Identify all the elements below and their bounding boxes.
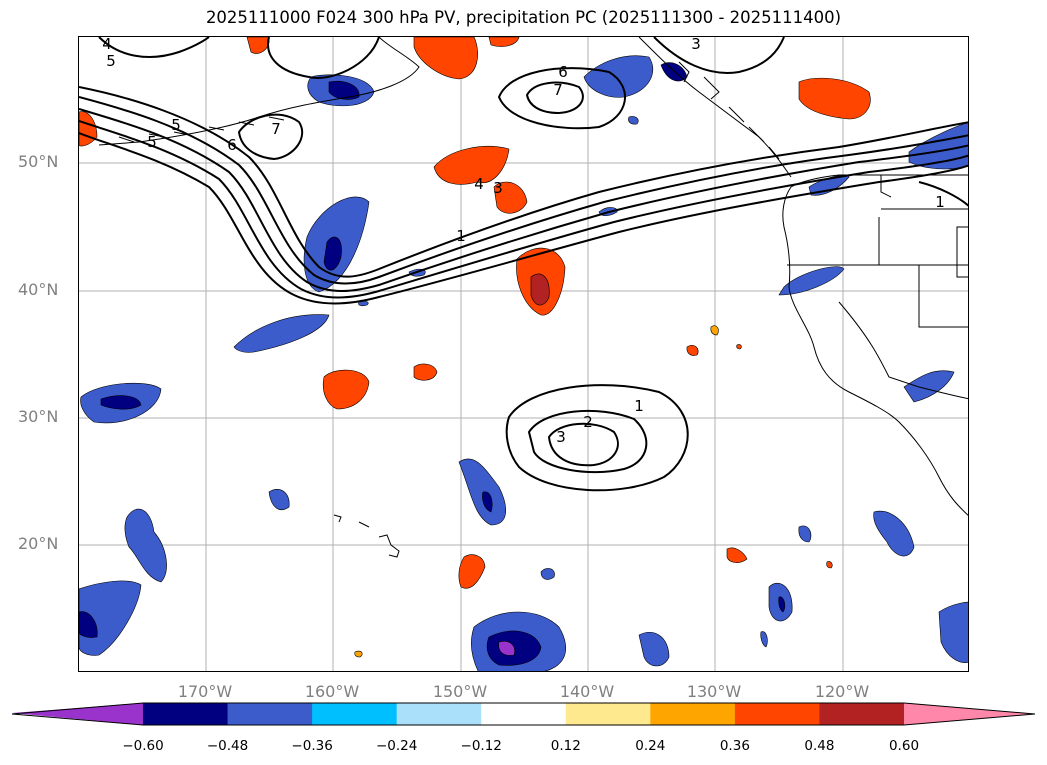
colorbar bbox=[11, 702, 1036, 726]
contour-label: 2 bbox=[583, 413, 593, 431]
lon-label: 130°W bbox=[686, 682, 742, 701]
contour-labels: 4 5 5 5 6 7 6 7 4 3 1 3 1 1 2 3 bbox=[102, 37, 945, 446]
lat-label: 50°N bbox=[18, 152, 59, 171]
colorbar-tick-label: −0.24 bbox=[375, 738, 418, 754]
contour-label: 4 bbox=[474, 175, 484, 193]
contour-label: 3 bbox=[691, 37, 701, 53]
colorbar-tick-label: −0.60 bbox=[122, 738, 164, 754]
colorbar-extend-high bbox=[904, 703, 1035, 725]
lon-label: 120°W bbox=[814, 682, 870, 701]
colorbar-tick-label: −0.36 bbox=[291, 738, 333, 754]
colorbar-tick-label: −0.12 bbox=[460, 738, 502, 754]
gridlines bbox=[79, 37, 968, 671]
colorbar-tick-label: −0.48 bbox=[206, 738, 249, 754]
colorbar-segment bbox=[396, 703, 482, 725]
colorbar-tick-label: 0.36 bbox=[719, 738, 750, 754]
contour-label: 1 bbox=[456, 227, 466, 245]
colorbar-outline bbox=[11, 702, 1036, 726]
colorbar-segment bbox=[227, 703, 313, 725]
lat-label: 40°N bbox=[18, 280, 59, 299]
colorbar-tick-label: 0.12 bbox=[550, 738, 581, 754]
lat-label: 20°N bbox=[18, 534, 59, 553]
pv-contours bbox=[79, 37, 968, 492]
contour-label: 3 bbox=[556, 428, 566, 446]
contour-label: 3 bbox=[493, 179, 503, 197]
lon-label: 160°W bbox=[304, 682, 360, 701]
contour-label: 5 bbox=[106, 52, 116, 70]
lat-label: 30°N bbox=[18, 407, 59, 426]
colorbar-segment bbox=[819, 703, 905, 725]
colorbar-segment bbox=[734, 703, 820, 725]
colorbar-segment bbox=[565, 703, 651, 725]
lon-label: 140°W bbox=[559, 682, 615, 701]
colorbar-tick-label: 0.48 bbox=[804, 738, 835, 754]
contour-label: 5 bbox=[147, 133, 157, 151]
contour-label: 6 bbox=[227, 136, 237, 154]
colorbar-extend-low bbox=[12, 703, 143, 725]
colorbar-segment bbox=[481, 703, 567, 725]
contour-label: 4 bbox=[102, 37, 112, 53]
map-area[interactable]: 4 5 5 5 6 7 6 7 4 3 1 3 1 1 2 3 bbox=[78, 36, 969, 672]
map-canvas: 4 5 5 5 6 7 6 7 4 3 1 3 1 1 2 3 bbox=[79, 37, 968, 671]
contour-label: 7 bbox=[271, 120, 281, 138]
coastlines bbox=[98, 37, 968, 558]
colorbar-tick-label: 0.60 bbox=[888, 738, 920, 754]
contour-label: 1 bbox=[634, 397, 644, 415]
lon-label: 170°W bbox=[177, 682, 233, 701]
colorbar-tick-label: 0.24 bbox=[635, 738, 666, 754]
positive-anomaly-blobs bbox=[79, 37, 871, 658]
contour-label: 7 bbox=[553, 81, 563, 99]
contour-label: 5 bbox=[171, 116, 181, 134]
lon-label: 150°W bbox=[432, 682, 488, 701]
colorbar-segment bbox=[143, 703, 229, 725]
colorbar-segment bbox=[650, 703, 736, 725]
colorbar-segment bbox=[312, 703, 398, 725]
contour-label: 1 bbox=[935, 193, 945, 211]
contour-label: 6 bbox=[558, 63, 568, 81]
map-title: 2025111000 F024 300 hPa PV, precipitatio… bbox=[205, 8, 842, 27]
